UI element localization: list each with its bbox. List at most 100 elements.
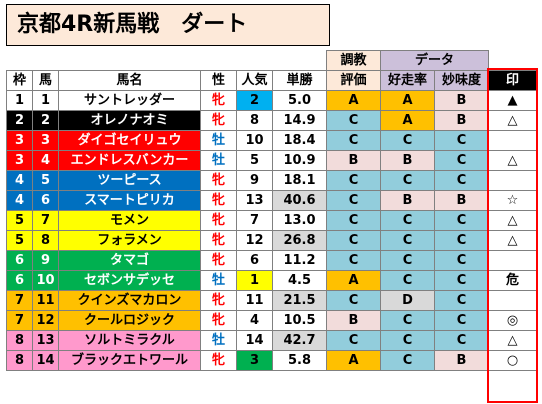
odds-cell: 4.5 [272, 270, 327, 291]
umaban-cell: 13 [32, 330, 59, 351]
col-header-sei: 性 [200, 70, 237, 91]
sex-cell: 牝 [200, 190, 237, 211]
table-row: 4 5 ツーピース牝 9 18.1 C C C [6, 170, 537, 191]
ninki-cell: 3 [236, 350, 273, 371]
mark-cell: △ [488, 230, 537, 251]
sex-cell: 牝 [200, 310, 237, 331]
waku-cell: 8 [6, 350, 33, 371]
kosoritsu-grade: A [380, 90, 435, 111]
group-header-row-1: 調教 データ [6, 50, 537, 71]
umaban-cell: 6 [32, 190, 59, 211]
chokyo-grade: B [326, 150, 381, 171]
chokyo-grade: C [326, 130, 381, 151]
table-row: 2 2 オレノナオミ牝 8 14.9 C A B △ [6, 110, 537, 131]
umaban-cell: 11 [32, 290, 59, 311]
horse-name: ツーピース [58, 170, 201, 191]
waku-cell: 4 [6, 170, 33, 191]
sex-cell: 牡 [200, 130, 237, 151]
kosoritsu-grade: B [380, 190, 435, 211]
ninki-cell: 10 [236, 130, 273, 151]
horse-name: ダイゴセイリュウ [58, 130, 201, 151]
page-title: 京都4R新馬戦 ダート1400m [6, 4, 330, 77]
myomido-grade: C [434, 170, 489, 191]
ninki-cell: 2 [236, 90, 273, 111]
kosoritsu-grade: C [380, 310, 435, 331]
horse-name: サントレッダー [58, 90, 201, 111]
kosoritsu-grade: A [380, 110, 435, 131]
myomido-grade: C [434, 210, 489, 231]
col-header-bamei: 馬名 [58, 70, 201, 91]
waku-cell: 1 [6, 90, 33, 111]
chokyo-grade: C [326, 290, 381, 311]
sex-cell: 牝 [200, 110, 237, 131]
sex-cell: 牝 [200, 230, 237, 251]
waku-cell: 3 [6, 130, 33, 151]
odds-cell: 11.2 [272, 250, 327, 271]
myomido-grade: B [434, 190, 489, 211]
sex-cell: 牡 [200, 330, 237, 351]
horse-name: タマゴ [58, 250, 201, 271]
waku-cell: 6 [6, 270, 33, 291]
umaban-cell: 7 [32, 210, 59, 231]
ninki-cell: 4 [236, 310, 273, 331]
waku-cell: 7 [6, 310, 33, 331]
umaban-cell: 2 [32, 110, 59, 131]
mark-cell [488, 290, 537, 311]
mark-cell [488, 130, 537, 151]
horse-name: モメン [58, 210, 201, 231]
kosoritsu-grade: C [380, 350, 435, 371]
group-header-chokyo: 調教 [326, 50, 381, 71]
odds-cell: 42.7 [272, 330, 327, 351]
table-row: 7 11 クインズマカロン牝 11 21.5 C D C [6, 290, 537, 311]
odds-cell: 13.0 [272, 210, 327, 231]
umaban-cell: 5 [32, 170, 59, 191]
mark-cell: △ [488, 330, 537, 351]
kosoritsu-grade: C [380, 270, 435, 291]
ninki-cell: 12 [236, 230, 273, 251]
kosoritsu-grade: C [380, 170, 435, 191]
mark-cell: △ [488, 210, 537, 231]
chokyo-grade: C [326, 250, 381, 271]
umaban-cell: 4 [32, 150, 59, 171]
myomido-grade: C [434, 270, 489, 291]
ninki-cell: 6 [236, 250, 273, 271]
header-spacer [6, 50, 327, 71]
mark-cell [488, 170, 537, 191]
sex-cell: 牝 [200, 90, 237, 111]
ninki-cell: 5 [236, 150, 273, 171]
umaban-cell: 9 [32, 250, 59, 271]
waku-cell: 5 [6, 230, 33, 251]
mark-cell: △ [488, 110, 537, 131]
ninki-cell: 8 [236, 110, 273, 131]
horse-name: オレノナオミ [58, 110, 201, 131]
myomido-grade: B [434, 90, 489, 111]
umaban-cell: 3 [32, 130, 59, 151]
myomido-grade: C [434, 150, 489, 171]
race-table: 調教 データ 枠 馬 馬名 性 人気 単勝 評価 好走率 妙味度 印 1 1 サント… [6, 50, 537, 371]
waku-cell: 6 [6, 250, 33, 271]
mark-cell [488, 250, 537, 271]
waku-cell: 4 [6, 190, 33, 211]
odds-cell: 26.8 [272, 230, 327, 251]
odds-cell: 18.1 [272, 170, 327, 191]
sex-cell: 牝 [200, 210, 237, 231]
myomido-grade: C [434, 230, 489, 251]
table-row: 5 8 フォラメン牝 12 26.8 C C C △ [6, 230, 537, 251]
waku-cell: 2 [6, 110, 33, 131]
odds-cell: 5.8 [272, 350, 327, 371]
myomido-grade: B [434, 110, 489, 131]
sex-cell: 牡 [200, 270, 237, 291]
waku-cell: 5 [6, 210, 33, 231]
odds-cell: 40.6 [272, 190, 327, 211]
chokyo-grade: C [326, 210, 381, 231]
chokyo-grade: A [326, 270, 381, 291]
table-row: 4 6 スマートピリカ牝 13 40.6 C B B ☆ [6, 190, 537, 211]
sex-cell: 牝 [200, 170, 237, 191]
horse-name: エンドレスバンカー [58, 150, 201, 171]
kosoritsu-grade: C [380, 210, 435, 231]
col-header-tansho: 単勝 [272, 70, 327, 91]
odds-cell: 5.0 [272, 90, 327, 111]
chokyo-grade: C [326, 330, 381, 351]
horse-name: ソルトミラクル [58, 330, 201, 351]
sex-cell: 牝 [200, 290, 237, 311]
